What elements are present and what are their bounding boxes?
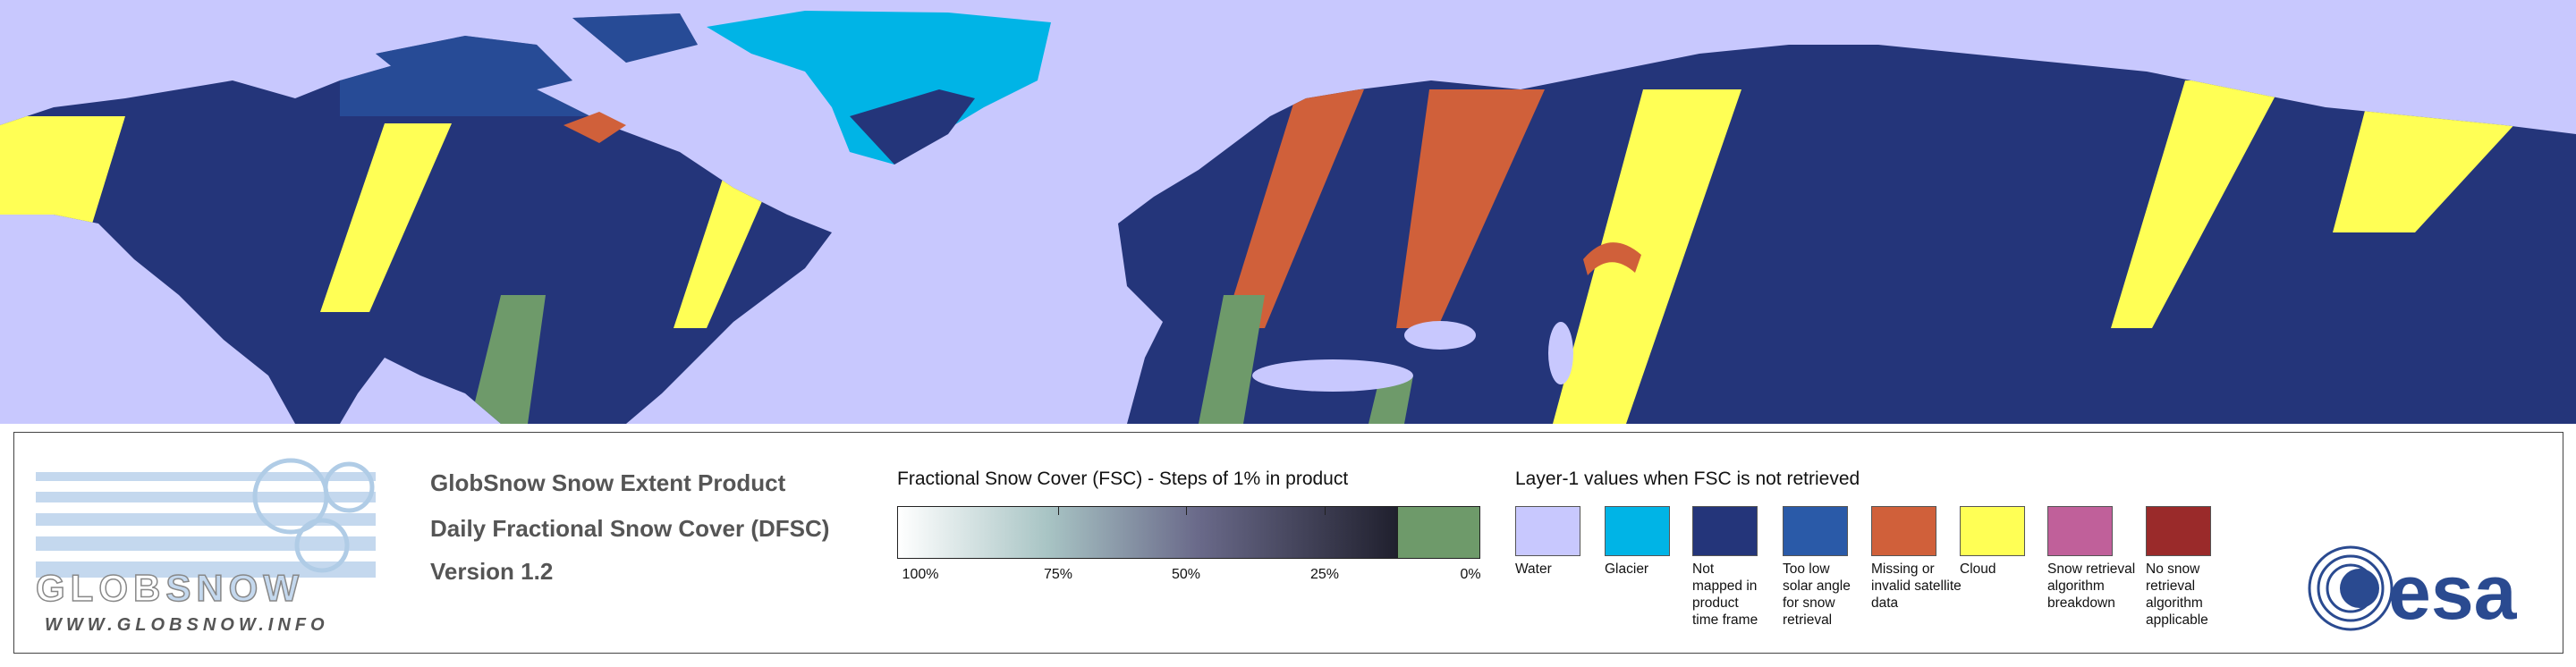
legend-label: No snow retrieval algorithm applicable bbox=[2146, 561, 2208, 629]
fsc-tick bbox=[1058, 506, 1059, 515]
legend-label: Cloud bbox=[1960, 561, 1996, 578]
legend-label-line: for snow bbox=[1783, 595, 1835, 611]
legend-label-line: Glacier bbox=[1605, 561, 1649, 577]
legend-swatch bbox=[2146, 506, 2211, 556]
legend-label-line: Snow retrieval bbox=[2047, 561, 2136, 577]
legend-label-line: Not bbox=[1692, 561, 1715, 577]
legend-label-line: No snow bbox=[2146, 561, 2200, 577]
legend-box bbox=[13, 432, 2563, 654]
fsc-tick-label: 25% bbox=[1309, 567, 1340, 582]
legend-label: Too low solar angle for snow retrieval bbox=[1783, 561, 1851, 629]
fsc-tick-label: 100% bbox=[902, 567, 939, 582]
legend-label: Not mapped in product time frame bbox=[1692, 561, 1758, 629]
product-version: Version 1.2 bbox=[430, 558, 554, 585]
swaths bbox=[0, 13, 2530, 424]
legend-label-line: algorithm bbox=[2146, 595, 2203, 611]
legend-label-line: product bbox=[1692, 595, 1739, 611]
legend-swatch bbox=[1960, 506, 2025, 556]
legend-swatch bbox=[1692, 506, 1758, 556]
fsc-colorbar bbox=[897, 506, 1398, 559]
fsc-tick-label: 0% bbox=[1460, 567, 1481, 582]
legend-label-line: time frame bbox=[1692, 612, 1758, 628]
product-title: GlobSnow Snow Extent Product bbox=[430, 469, 786, 496]
fsc-tick bbox=[1186, 506, 1187, 515]
esa-logo: esa bbox=[2308, 545, 2518, 636]
legend-label-line: data bbox=[1871, 595, 1899, 611]
layer1-title: Layer-1 values when FSC is not retrieved bbox=[1515, 469, 1860, 489]
legend-label-line: solar angle bbox=[1783, 578, 1851, 594]
fsc-tick bbox=[1325, 506, 1326, 515]
legend-swatch bbox=[1871, 506, 1936, 556]
snow-map bbox=[0, 0, 2576, 424]
legend-label-line: mapped in bbox=[1692, 578, 1758, 594]
legend-swatch bbox=[1783, 506, 1848, 556]
legend-swatch bbox=[2047, 506, 2113, 556]
legend-label: Snow retrieval algorithm breakdown bbox=[2047, 561, 2135, 612]
legend-label-line: breakdown bbox=[2047, 595, 2115, 611]
legend-label-line: invalid satellite bbox=[1871, 578, 1962, 594]
fsc-title: Fractional Snow Cover (FSC) - Steps of 1… bbox=[897, 469, 1349, 489]
legend-label-line: retrieval bbox=[1783, 612, 1833, 628]
legend-swatch bbox=[1515, 506, 1580, 556]
legend-label-line: Too low bbox=[1783, 561, 1830, 577]
svg-text:GLOBSNOW: GLOBSNOW bbox=[36, 567, 304, 609]
logo-url: WWW.GLOBSNOW.INFO bbox=[45, 615, 329, 635]
fsc-tick-label: 50% bbox=[1171, 567, 1201, 582]
legend-label-line: Cloud bbox=[1960, 561, 1996, 577]
fsc-zero bbox=[1397, 506, 1480, 559]
legend-label: Glacier bbox=[1605, 561, 1648, 578]
legend-label-line: retrieval bbox=[2146, 578, 2196, 594]
logo-glob: GLOB bbox=[36, 567, 165, 609]
product-subtitle: Daily Fractional Snow Cover (DFSC) bbox=[430, 515, 830, 542]
fsc-tick-label: 75% bbox=[1043, 567, 1073, 582]
logo-snow: SNOW bbox=[165, 567, 304, 609]
legend-label: Missing or invalid satellite data bbox=[1871, 561, 1962, 612]
legend-label-line: applicable bbox=[2146, 612, 2208, 628]
legend-label-line: algorithm bbox=[2047, 578, 2105, 594]
legend-label-line: Missing or bbox=[1871, 561, 1935, 577]
legend-label: Water bbox=[1515, 561, 1552, 578]
esa-text: esa bbox=[2388, 550, 2518, 636]
greenland bbox=[707, 11, 1051, 165]
legend-swatch bbox=[1605, 506, 1670, 556]
logo: GLOBSNOW WWW.GLOBSNOW.INFO bbox=[36, 458, 376, 635]
legend-label-line: Water bbox=[1515, 561, 1552, 577]
